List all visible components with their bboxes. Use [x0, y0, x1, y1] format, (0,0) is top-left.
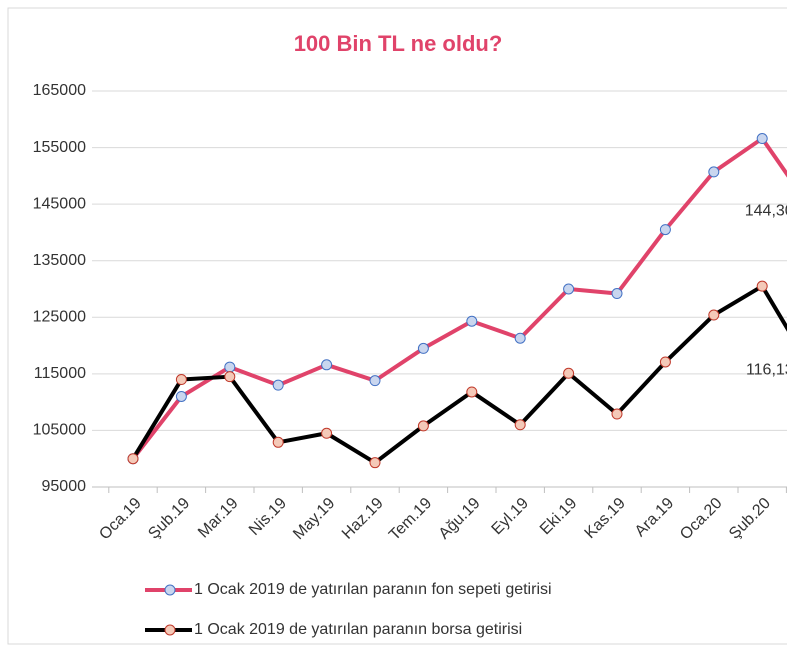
marker — [708, 309, 720, 321]
marker — [611, 408, 623, 420]
y-tick-label: 125000 — [33, 309, 86, 326]
marker — [417, 342, 429, 354]
data-label: 116,138 — [746, 362, 787, 379]
marker — [708, 166, 720, 178]
legend-marker — [164, 624, 176, 636]
marker — [563, 283, 575, 295]
y-tick-label: 105000 — [33, 422, 86, 439]
marker — [756, 133, 768, 145]
marker — [611, 288, 623, 300]
marker — [514, 332, 526, 344]
marker — [321, 359, 333, 371]
marker — [417, 420, 429, 432]
marker — [224, 371, 236, 383]
marker — [514, 419, 526, 431]
marker — [369, 457, 381, 469]
marker — [175, 390, 187, 402]
marker — [175, 374, 187, 386]
marker — [272, 379, 284, 391]
y-tick-label: 115000 — [34, 365, 86, 382]
chart-border — [7, 7, 787, 645]
legend-label: 1 Ocak 2019 de yatırılan paranın fon sep… — [194, 581, 552, 598]
marker — [224, 361, 236, 373]
marker — [272, 436, 284, 448]
chart-title: 100 Bin TL ne oldu? — [294, 31, 503, 56]
data-label: 144,300 — [745, 202, 787, 219]
y-tick-label: 145000 — [33, 195, 86, 212]
marker — [756, 280, 768, 292]
marker — [466, 315, 478, 327]
legend-marker — [164, 584, 176, 596]
marker — [321, 427, 333, 439]
legend-label: 1 Ocak 2019 de yatırılan paranın borsa g… — [194, 621, 522, 638]
marker — [659, 224, 671, 236]
y-tick-label: 155000 — [33, 139, 86, 156]
y-tick-label: 165000 — [33, 82, 86, 99]
marker — [659, 356, 671, 368]
marker — [466, 386, 478, 398]
marker — [369, 375, 381, 387]
marker — [127, 453, 139, 465]
marker — [563, 367, 575, 379]
y-tick-label: 135000 — [33, 252, 86, 269]
y-tick-label: 95000 — [42, 478, 87, 495]
